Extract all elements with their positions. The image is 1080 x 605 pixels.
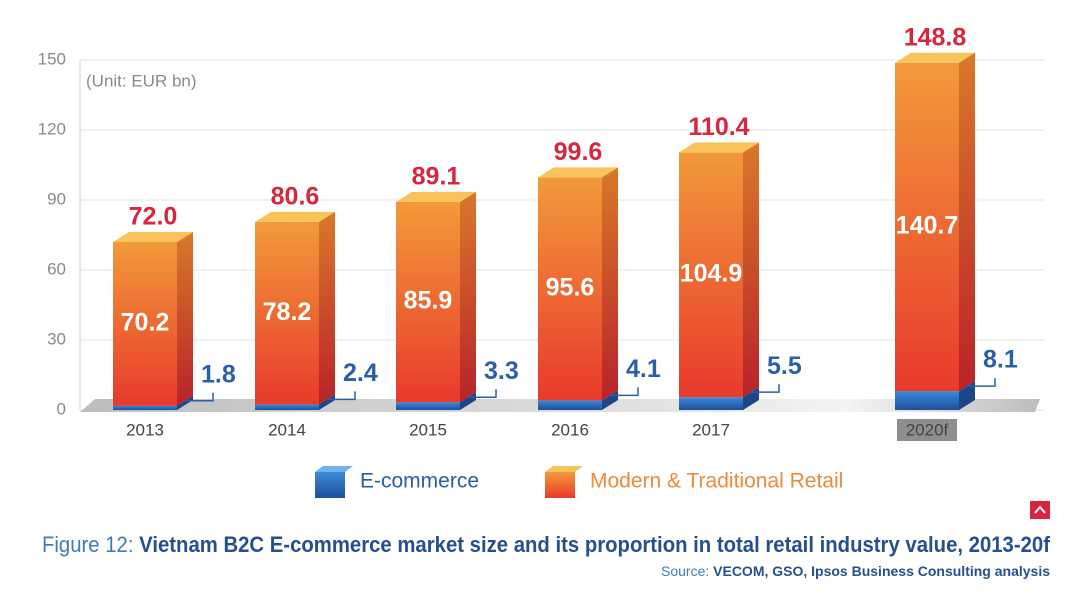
title-prefix: Figure 12: [42,532,133,557]
bar-group: 104.9 5.5 110.4 [679,113,802,410]
y-tick-label: 150 [38,49,66,68]
bar-ecommerce [895,391,959,410]
ecommerce-label: 5.5 [767,352,802,380]
bar-retail-side [460,191,476,403]
segment-label: 104.9 [680,259,743,287]
bar-ecommerce [679,397,743,410]
x-tick-label: 2016 [551,420,589,439]
ecommerce-label: 1.8 [201,360,236,388]
total-label: 148.8 [904,23,967,51]
bar-retail [895,62,959,392]
segment-label: 78.2 [263,298,312,326]
bar-retail-side [743,142,759,398]
x-tick-label: 2020f [906,420,949,439]
bar-ecommerce-side [177,395,193,410]
leader-line [327,391,356,401]
total-label: 80.6 [271,183,320,211]
bar-top [396,191,476,202]
x-tick-label: 2017 [692,420,730,439]
leader-line [751,384,780,393]
bar-retail [396,201,460,403]
legend-swatch [545,472,575,498]
bar-ecommerce [113,405,177,410]
bar-retail-side [959,52,975,392]
legend-label: E-commerce [360,470,479,493]
y-tick-label: 60 [47,259,66,278]
y-tick-label: 90 [47,189,66,208]
y-tick-label: 0 [57,399,66,418]
ecommerce-label: 2.4 [343,359,378,387]
figure-title: Figure 12: Vietnam B2C E-commerce market… [42,532,1051,557]
chevron-icon [1034,505,1046,514]
bar-group: 140.7 8.1 148.8 [895,23,1018,410]
bar-ecommerce [255,404,319,410]
bar-retail [538,177,602,401]
ecommerce-label: 8.1 [983,346,1018,374]
unit-note: (Unit: EUR bn) [86,71,197,90]
segment-label: 70.2 [121,309,170,337]
bar-ecommerce-side [319,394,335,410]
total-label: 110.4 [688,113,749,141]
bar-top [255,211,335,222]
bar-group: 78.2 2.4 80.6 [255,183,378,410]
ecommerce-label: 3.3 [484,357,519,385]
y-tick-label: 30 [47,329,66,348]
legend-swatch-top [545,466,583,472]
x-tick-label: 2015 [409,420,447,439]
total-label: 99.6 [554,138,603,166]
scroll-top-button[interactable] [1030,501,1050,519]
bar-top [679,142,759,153]
total-label: 72.0 [129,203,178,231]
legend-swatch-top [315,466,353,472]
title: Vietnam B2C E-commerce market size and i… [139,532,1050,557]
bar-retail-side [177,232,193,406]
bar-retail-side [319,211,335,405]
x-tick-label: 2014 [268,420,306,439]
bar-top [113,232,193,242]
bar-top [895,52,975,63]
leader-line [185,392,214,402]
ecommerce-label: 4.1 [626,355,661,383]
bar-retail-side [602,167,618,401]
total-label: 89.1 [412,163,461,191]
segment-label: 85.9 [404,287,453,315]
legend-swatch [315,472,345,498]
bar-group: 70.2 1.8 72.0 [113,203,236,410]
plot: 0 30 60 90 120 150 70.2 1.8 72.0 2013 78.2 2.4 80.6 2… [38,23,1045,441]
bar-ecommerce [396,402,460,410]
leader-line [610,387,639,397]
source-prefix: Source: [661,563,709,579]
bar-group: 95.6 4.1 99.6 [538,138,661,410]
legend-label: Modern & Traditional Retail [590,470,843,493]
leader-line [967,378,996,387]
leader-line [468,389,497,399]
bar-ecommerce-side [959,381,975,410]
segment-label: 95.6 [546,274,595,302]
bar-ecommerce [538,400,602,410]
x-tick-label: 2013 [126,420,164,439]
y-tick-label: 120 [38,119,66,138]
source-text: VECOM, GSO, Ipsos Business Consulting an… [713,563,1050,579]
bar-top [538,167,618,178]
x-tick-highlight [897,419,957,441]
bar-group: 85.9 3.3 89.1 [396,163,519,410]
source: Source: VECOM, GSO, Ipsos Business Consu… [661,563,1050,579]
segment-label: 140.7 [896,212,959,240]
bar-retail [113,242,177,406]
bar-retail [255,221,319,405]
legend: E-commerce Modern & Traditional Retail [315,466,843,498]
bar-retail [679,152,743,398]
